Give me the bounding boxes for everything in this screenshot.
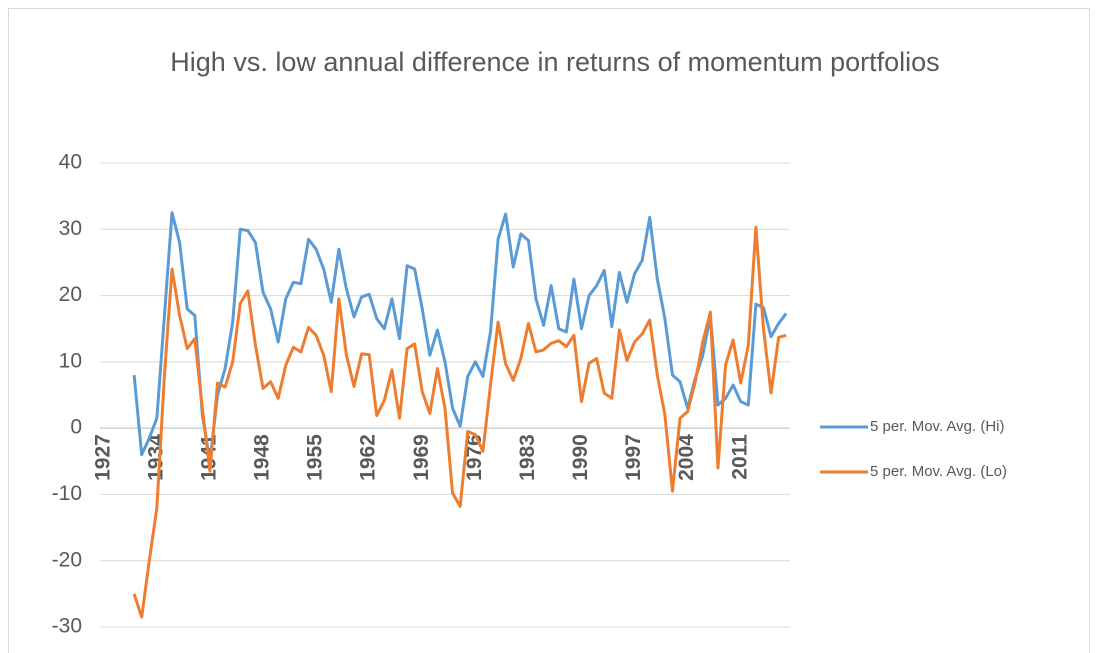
series-line <box>132 211 788 463</box>
x-tick-label: 1983 <box>516 434 539 481</box>
y-tick-label: 20 <box>59 283 82 306</box>
y-tick-label: -10 <box>52 482 82 505</box>
x-tick-label: 2004 <box>675 434 698 481</box>
series-line <box>132 225 787 619</box>
y-tick-label: 30 <box>59 217 82 240</box>
x-tick-label: 1948 <box>251 434 274 481</box>
y-tick-label: -30 <box>52 615 82 638</box>
y-tick-label: 40 <box>59 151 82 174</box>
x-tick-label: 1969 <box>410 434 433 481</box>
y-tick-label: 0 <box>70 416 82 439</box>
x-tick-label: 1990 <box>569 434 592 481</box>
chart-title: High vs. low annual difference in return… <box>170 47 940 77</box>
x-tick-label: 1997 <box>622 434 645 481</box>
x-tick-label: 1927 <box>91 434 114 481</box>
legend-label: 5 per. Mov. Avg. (Hi) <box>870 418 1005 435</box>
x-tick-label: 2011 <box>728 434 751 480</box>
x-tick-label: 1955 <box>304 434 327 481</box>
legend-label: 5 per. Mov. Avg. (Lo) <box>870 463 1007 480</box>
x-tick-label: 1962 <box>357 434 380 481</box>
chart-border <box>8 8 1090 653</box>
y-tick-label: -20 <box>52 548 82 571</box>
y-tick-label: 10 <box>59 349 82 372</box>
